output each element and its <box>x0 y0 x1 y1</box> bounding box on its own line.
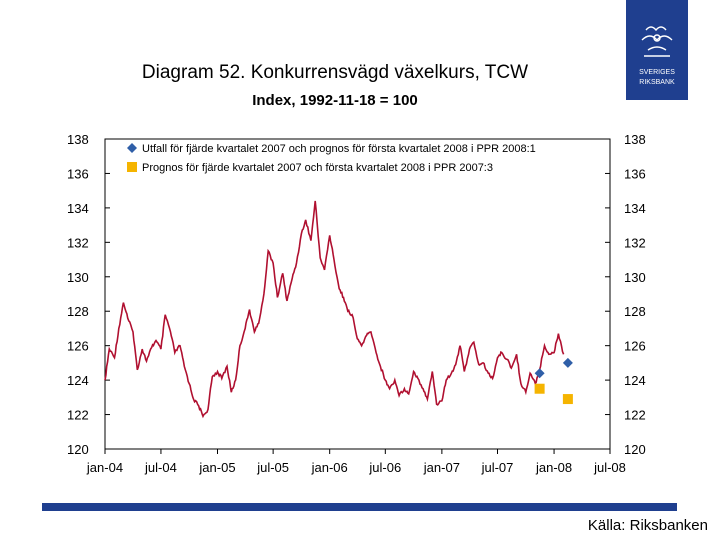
source-note: Källa: Riksbanken <box>587 517 708 534</box>
y-tick-label-left: 138 <box>67 132 89 147</box>
y-tick-label-right: 126 <box>624 339 646 354</box>
marker-diamond <box>562 357 573 368</box>
x-tick-label: jan-07 <box>423 460 460 475</box>
y-tick-label-left: 120 <box>67 442 89 457</box>
y-tick-label-left: 132 <box>67 235 89 250</box>
y-tick-label-right: 134 <box>624 201 646 216</box>
y-axis-left: 120 122 124 126 128 130 132 134 136 138 <box>67 132 110 457</box>
x-tick-label: jul-07 <box>481 460 514 475</box>
y-tick-label-right: 128 <box>624 304 646 319</box>
series-line-group <box>104 200 565 419</box>
y-tick-label-left: 134 <box>67 201 89 216</box>
y-tick-label-left: 122 <box>67 408 89 423</box>
chart-subtitle: Index, 1992-11-18 = 100 <box>252 92 418 109</box>
legend-label-2: Prognos för fjärde kvartalet 2007 och fö… <box>142 162 493 174</box>
x-axis: jan-04 jul-04 jan-05 jul-05 jan-06 jul-06 jan-… <box>86 449 626 475</box>
legend-diamond-swatch <box>127 143 137 153</box>
x-tick-label: jul-06 <box>368 460 401 475</box>
x-tick-label: jan-08 <box>535 460 572 475</box>
legend-square-swatch <box>127 162 137 172</box>
chart-title: Diagram 52. Konkurrensvägd växelkurs, TC… <box>141 62 529 83</box>
y-tick-label-left: 130 <box>67 270 89 285</box>
markers-group <box>534 357 573 405</box>
y-axis-right: 120 122 124 126 128 130 132 134 136 138 <box>605 132 646 457</box>
y-tick-label-right: 138 <box>624 132 646 147</box>
x-tick-label: jan-06 <box>311 460 348 475</box>
x-tick-label: jul-04 <box>144 460 177 475</box>
riksbank-logo: SVERIGES RIKSBANK <box>626 0 688 100</box>
y-tick-label-left: 136 <box>67 166 89 181</box>
logo-text-2: RIKSBANK <box>639 79 675 86</box>
footer-bar <box>42 503 677 511</box>
marker-square <box>534 383 545 394</box>
logo-text-1: SVERIGES <box>639 69 675 76</box>
marker-diamond <box>534 368 545 379</box>
y-tick-label-right: 120 <box>624 442 646 457</box>
y-tick-label-right: 130 <box>624 270 646 285</box>
x-tick-label: jan-04 <box>86 460 123 475</box>
x-tick-label: jan-05 <box>198 460 235 475</box>
y-tick-label-right: 124 <box>624 373 646 388</box>
marker-square <box>562 394 573 405</box>
y-tick-label-left: 126 <box>67 339 89 354</box>
y-tick-label-left: 128 <box>67 304 89 319</box>
y-tick-label-right: 122 <box>624 408 646 423</box>
x-tick-label: jul-05 <box>256 460 289 475</box>
y-tick-label-right: 136 <box>624 166 646 181</box>
y-tick-label-left: 124 <box>67 373 89 388</box>
crown-emblem-icon: SVERIGES RIKSBANK <box>639 26 675 86</box>
legend-label-1: Utfall för fjärde kvartalet 2007 och pro… <box>142 143 536 155</box>
series-line-tcw <box>104 200 565 419</box>
x-tick-label: jul-08 <box>593 460 626 475</box>
legend: Utfall för fjärde kvartalet 2007 och pro… <box>127 143 536 174</box>
plot-frame <box>104 138 611 450</box>
y-tick-label-right: 132 <box>624 235 646 250</box>
